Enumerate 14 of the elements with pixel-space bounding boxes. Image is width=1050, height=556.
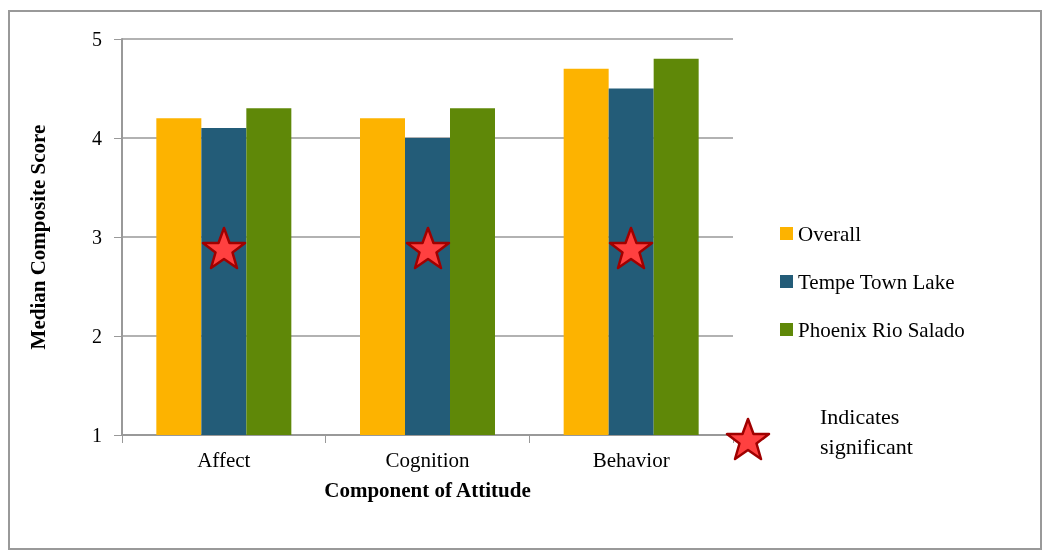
x-tick-label: Cognition [385, 447, 470, 472]
y-tick-label: 3 [92, 226, 102, 248]
text: Indicates significant [820, 403, 914, 461]
y-tick-label: 5 [92, 28, 102, 50]
x-axis-title: Component of Attitude [324, 477, 531, 502]
legend-label: Tempe Town Lake [798, 269, 955, 294]
legend-label: Overall [798, 221, 862, 246]
y-tick-label: 4 [92, 127, 102, 149]
y-tick-label: 1 [92, 424, 102, 446]
x-tick-label: Behavior [592, 447, 670, 472]
y-tick-label: 2 [92, 325, 102, 347]
x-tick-label: Affect [197, 447, 251, 472]
legend-label: Phoenix Rio Salado [798, 317, 965, 342]
y-axis-title: Median Composite Score [25, 124, 50, 350]
